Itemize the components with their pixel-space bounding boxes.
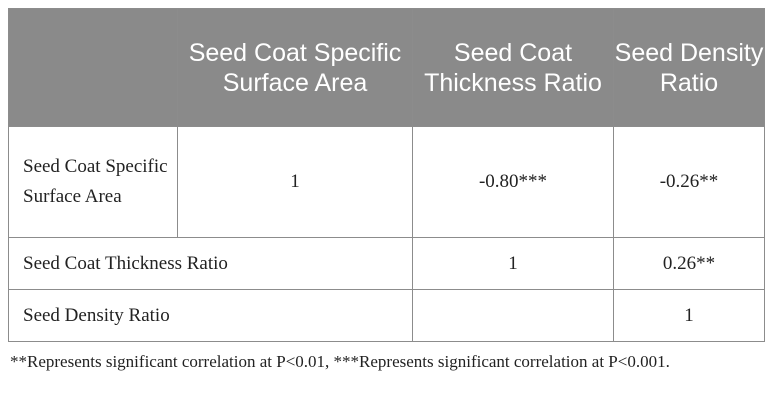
cell-density-ratio: 1 bbox=[613, 289, 765, 342]
table-row: Seed Coat Thickness Ratio 1 0.26** bbox=[8, 237, 765, 290]
header-density-ratio: Seed Density Ratio bbox=[613, 8, 765, 127]
cell-thickness-ratio: -0.80*** bbox=[412, 126, 614, 238]
table-header-row: Seed Coat Specific Surface Area Seed Coa… bbox=[8, 8, 765, 127]
cell-density-ratio: -0.26** bbox=[613, 126, 765, 238]
table-row: Seed Density Ratio 1 bbox=[8, 289, 765, 342]
cell-thickness-ratio: 1 bbox=[412, 237, 614, 290]
cell-density-ratio: 0.26** bbox=[613, 237, 765, 290]
cell-specific-surface-area: 1 bbox=[177, 126, 413, 238]
row-label: Seed Density Ratio bbox=[8, 289, 413, 342]
row-label: Seed Coat Thickness Ratio bbox=[8, 237, 413, 290]
row-label: Seed Coat Specific Surface Area bbox=[8, 126, 178, 238]
table-row: Seed Coat Specific Surface Area 1 -0.80*… bbox=[8, 126, 765, 238]
correlation-table: Seed Coat Specific Surface Area Seed Coa… bbox=[8, 8, 765, 342]
header-specific-surface-area: Seed Coat Specific Surface Area bbox=[177, 8, 413, 127]
header-blank-cell bbox=[8, 8, 178, 127]
header-thickness-ratio: Seed Coat Thickness Ratio bbox=[412, 8, 614, 127]
table-footnote: **Represents significant correlation at … bbox=[10, 352, 670, 371]
cell-thickness-ratio bbox=[412, 289, 614, 342]
